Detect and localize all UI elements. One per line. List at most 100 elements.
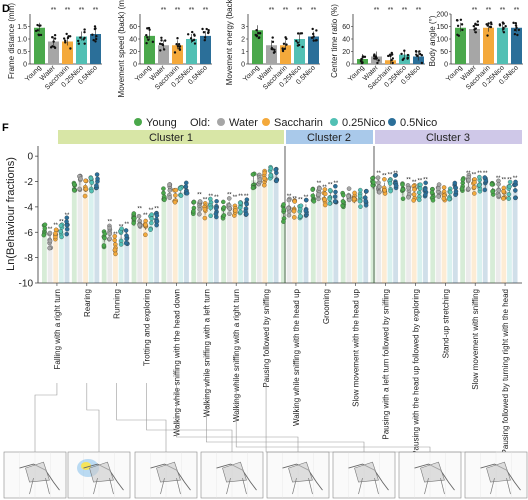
panel-f-sig: ** (472, 172, 477, 178)
panel-f-sig: ** (154, 207, 159, 213)
panel-d-point (285, 43, 288, 46)
panel-d-point (67, 35, 70, 38)
panel-f-bar (251, 180, 256, 283)
panel-d-point (315, 29, 318, 32)
panel-d-point (271, 48, 274, 51)
panel-f-point (472, 180, 477, 185)
connector-line (34, 383, 58, 452)
panel-f-xtick-label: Walking while sniffing with the head up (292, 288, 301, 426)
panel-f-bar (71, 185, 77, 283)
panel-f-point (227, 211, 232, 216)
panel-d-point (39, 33, 43, 37)
panel-d-point (159, 49, 162, 52)
panel-d-bar (144, 35, 155, 64)
legend-nico05-dot (388, 118, 396, 126)
panel-f-point (191, 208, 196, 214)
panel-f-sig: ** (376, 171, 381, 177)
panel-f-bar (53, 236, 59, 283)
panel-d-point (476, 23, 480, 27)
panel-f-point (298, 203, 304, 209)
panel-d-point (178, 45, 182, 48)
panel-f-point (513, 195, 518, 201)
panel-f-point (327, 201, 332, 206)
panel-d-point (360, 57, 363, 61)
panel-d-point (83, 28, 86, 31)
pose-leg (358, 478, 363, 495)
panel-f-point (327, 196, 332, 202)
panel-f-sig: ** (233, 195, 238, 201)
panel-f-point (303, 208, 309, 214)
panel-d-point (415, 53, 418, 56)
panel-f-point (72, 182, 77, 187)
panel-f-sig: ** (107, 219, 112, 225)
panel-d-point (512, 21, 515, 25)
panel-f-point (244, 197, 250, 202)
panel-d-sig: ** (472, 7, 478, 14)
panel-d-bar (76, 36, 87, 64)
panel-d-point (160, 39, 163, 42)
panel-f-xtick-label: Stand-up stretching (441, 289, 450, 358)
pose-body (89, 461, 114, 483)
panel-d-point (420, 61, 424, 65)
panel-f-bar (172, 195, 178, 283)
panel-f-point (490, 189, 495, 194)
panel-f-point (400, 182, 405, 188)
panel-f-point (364, 189, 369, 194)
panel-f-point (459, 186, 465, 192)
panel-f-xtick-label: Pausing with a left turn followed by sni… (382, 289, 391, 440)
panel-d-point (418, 52, 422, 56)
panel-f-bar (232, 208, 238, 283)
panel-f-point (363, 202, 369, 208)
panel-f-point (227, 206, 233, 211)
connector-line (235, 383, 431, 452)
panel-f-bar (226, 205, 232, 283)
panel-d-ytick-label: 40 (129, 37, 137, 44)
panel-f-point (95, 176, 100, 182)
panel-f-point (101, 243, 107, 248)
panel-f-sig: ** (382, 174, 387, 180)
panel-d-sig: ** (203, 7, 209, 14)
panel-d-point (504, 25, 507, 28)
panel-f-point (41, 232, 47, 238)
panel-f-point (143, 218, 148, 224)
panel-f-point (501, 196, 506, 201)
panel-d-ylabel-3: Movement energy (back) (225, 0, 234, 85)
panel-f-point (501, 189, 506, 194)
pose-leg (440, 478, 445, 495)
panel-f-point (453, 185, 459, 191)
panel-f-bar (340, 200, 346, 283)
panel-f-point (303, 197, 309, 203)
panel-d-ytick-label: 50 (440, 49, 448, 56)
panel-f-point (392, 173, 398, 178)
panel-f-point (423, 180, 428, 186)
panel-d-sig: ** (93, 7, 99, 14)
panel-f-point (202, 206, 208, 212)
panel-d-point (472, 24, 475, 28)
panel-f-point (221, 205, 227, 210)
panel-d-point (203, 38, 206, 42)
panel-d-point (192, 38, 196, 42)
panel-f-point (250, 185, 256, 191)
panel-d-point (402, 57, 405, 60)
panel-f-point (154, 219, 160, 224)
panel-f-point (268, 166, 274, 171)
panel-f-bar (357, 198, 363, 283)
panel-d-point (406, 53, 410, 57)
panel-f-point (131, 211, 137, 216)
pose-leg (308, 478, 313, 495)
panel-d-point (162, 48, 166, 51)
panel-d-point (193, 34, 196, 37)
panel-d-point (361, 56, 365, 59)
panel-f-point (482, 187, 488, 193)
panel-d-point (37, 33, 41, 37)
panel-f-point (496, 181, 501, 187)
legend-old-label: Old: (190, 117, 210, 129)
legend-nico025-dot (330, 118, 338, 126)
panel-d-point (311, 27, 314, 31)
panel-f-bar (202, 210, 208, 283)
panel-d-sig: ** (269, 7, 275, 14)
panel-f-sig: ** (59, 219, 64, 225)
panel-d-point (296, 41, 299, 44)
panel-f-point (262, 170, 267, 176)
panel-f-point (112, 247, 118, 253)
